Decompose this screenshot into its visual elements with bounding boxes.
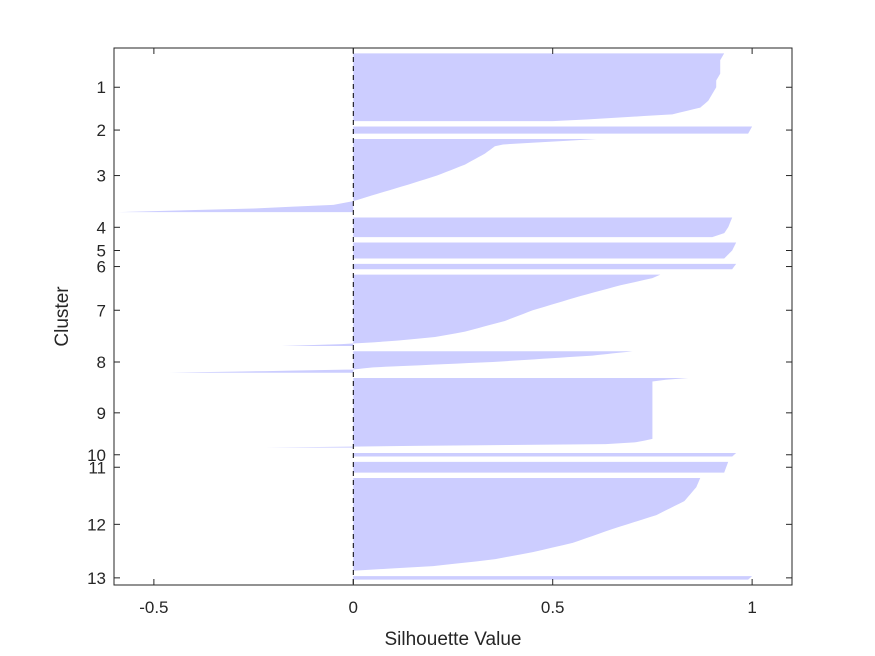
y-tick-label: 4: [97, 218, 106, 237]
silhouette-bar-cluster-11: [353, 461, 729, 473]
silhouette-bar-cluster-7: [281, 274, 661, 346]
x-tick-label: -0.5: [139, 598, 168, 617]
silhouette-bar-cluster-5: [353, 242, 737, 259]
silhouette-bar-cluster-9: [265, 378, 689, 448]
silhouette-bar-cluster-3: [117, 138, 597, 213]
silhouette-bar-cluster-6: [353, 263, 737, 270]
y-tick-label: 5: [97, 241, 106, 260]
y-tick-label: 10: [87, 446, 106, 465]
silhouette-bar-cluster-2: [353, 126, 753, 134]
y-tick-label: 9: [97, 404, 106, 423]
silhouette-bar-cluster-12: [353, 477, 701, 571]
x-tick-label: 0: [349, 598, 358, 617]
y-tick-label: 3: [97, 167, 106, 186]
silhouette-bar-cluster-1: [353, 53, 725, 122]
silhouette-bar-cluster-13: [353, 576, 753, 580]
axes-box: [113, 47, 793, 586]
silhouette-bar-cluster-8: [169, 351, 633, 373]
x-axis-label: Silhouette Value: [385, 629, 522, 650]
y-tick-label: 7: [97, 301, 106, 320]
y-tick-label: 1: [97, 78, 106, 97]
x-tick-label: 0.5: [541, 598, 565, 617]
y-tick-label: 13: [87, 569, 106, 588]
y-tick-label: 2: [97, 121, 106, 140]
y-tick-label: 11: [88, 458, 106, 477]
silhouette-bars: [117, 53, 753, 580]
y-tick-label: 12: [87, 515, 106, 534]
y-tick-label: 6: [97, 258, 106, 277]
silhouette-bar-cluster-10: [353, 452, 737, 457]
y-tick-label: 8: [97, 353, 106, 372]
x-tick-label: 1: [747, 598, 756, 617]
silhouette-bar-cluster-4: [353, 217, 733, 238]
x-axis-ticks: -0.5 0 0.5 1: [139, 48, 757, 617]
y-axis-label: Cluster: [52, 286, 73, 347]
